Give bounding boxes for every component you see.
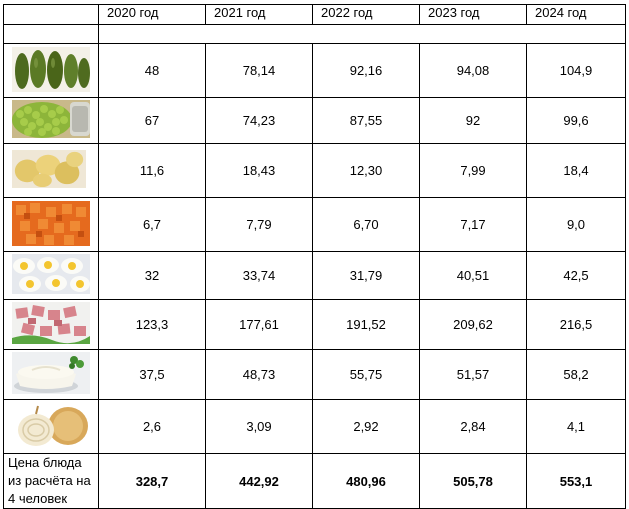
value-cell: 177,61 (205, 299, 313, 350)
header-2020: 2020 год (98, 4, 206, 25)
table-row: 123,3 177,61 191,52 209,62 216,5 (3, 299, 626, 350)
value-cell: 42,5 (526, 251, 626, 300)
total-value: 505,78 (419, 453, 527, 509)
image-cell (3, 349, 99, 400)
value-cell: 7,79 (205, 197, 313, 252)
image-cell (3, 197, 99, 252)
value-cell: 37,5 (98, 349, 206, 400)
value-cell: 40,51 (419, 251, 527, 300)
pickles-icon (12, 46, 90, 92)
price-table: 2020 год 2021 год 2022 год 2023 год 2024… (3, 4, 626, 509)
image-cell (3, 299, 99, 350)
value-cell: 58,2 (526, 349, 626, 400)
value-cell: 123,3 (98, 299, 206, 350)
value-cell: 55,75 (312, 349, 420, 400)
total-label: Цена блюда из расчёта на 4 человек (3, 453, 99, 509)
table-row: 6,7 7,79 6,70 7,17 9,0 (3, 197, 626, 252)
table-row: 67 74,23 87,55 92 99,6 (3, 97, 626, 144)
value-cell: 67 (98, 97, 206, 144)
image-cell (3, 399, 99, 454)
value-cell: 4,1 (526, 399, 626, 454)
value-cell: 94,08 (419, 43, 527, 98)
carrots-icon (12, 200, 90, 246)
spacer-row (3, 24, 626, 44)
value-cell: 99,6 (526, 97, 626, 144)
table-row: 32 33,74 31,79 40,51 42,5 (3, 251, 626, 300)
header-2021: 2021 год (205, 4, 313, 25)
potatoes-icon (12, 150, 86, 188)
value-cell: 9,0 (526, 197, 626, 252)
total-row: Цена блюда из расчёта на 4 человек 328,7… (3, 453, 626, 509)
sausage-icon (12, 302, 90, 344)
value-cell: 7,17 (419, 197, 527, 252)
green-peas-icon (12, 100, 90, 138)
table-row: 2,6 3,09 2,92 2,84 4,1 (3, 399, 626, 454)
total-value: 553,1 (526, 453, 626, 509)
value-cell: 31,79 (312, 251, 420, 300)
image-cell (3, 143, 99, 198)
value-cell: 18,4 (526, 143, 626, 198)
total-value: 328,7 (98, 453, 206, 509)
value-cell: 33,74 (205, 251, 313, 300)
value-cell: 2,6 (98, 399, 206, 454)
total-value: 442,92 (205, 453, 313, 509)
value-cell: 92,16 (312, 43, 420, 98)
value-cell: 6,7 (98, 197, 206, 252)
onion-icon (12, 402, 90, 448)
value-cell: 48 (98, 43, 206, 98)
header-2022: 2022 год (312, 4, 420, 25)
value-cell: 18,43 (205, 143, 313, 198)
image-cell (3, 43, 99, 98)
total-value: 480,96 (312, 453, 420, 509)
image-cell (3, 251, 99, 300)
value-cell: 12,30 (312, 143, 420, 198)
value-cell: 2,84 (419, 399, 527, 454)
value-cell: 32 (98, 251, 206, 300)
table-row: 11,6 18,43 12,30 7,99 18,4 (3, 143, 626, 198)
value-cell: 51,57 (419, 349, 527, 400)
value-cell: 104,9 (526, 43, 626, 98)
value-cell: 209,62 (419, 299, 527, 350)
value-cell: 48,73 (205, 349, 313, 400)
table-row: 48 78,14 92,16 94,08 104,9 (3, 43, 626, 98)
value-cell: 2,92 (312, 399, 420, 454)
header-empty-cell (3, 4, 99, 25)
spacer-wide-cell (98, 24, 626, 44)
mayonnaise-icon (12, 352, 90, 394)
eggs-icon (12, 254, 90, 294)
value-cell: 216,5 (526, 299, 626, 350)
value-cell: 78,14 (205, 43, 313, 98)
image-cell (3, 97, 99, 144)
value-cell: 3,09 (205, 399, 313, 454)
value-cell: 6,70 (312, 197, 420, 252)
header-2024: 2024 год (526, 4, 626, 25)
table-row: 37,5 48,73 55,75 51,57 58,2 (3, 349, 626, 400)
header-2023: 2023 год (419, 4, 527, 25)
header-row: 2020 год 2021 год 2022 год 2023 год 2024… (3, 4, 626, 25)
value-cell: 87,55 (312, 97, 420, 144)
spacer-cell (3, 24, 99, 44)
value-cell: 92 (419, 97, 527, 144)
value-cell: 74,23 (205, 97, 313, 144)
value-cell: 7,99 (419, 143, 527, 198)
value-cell: 191,52 (312, 299, 420, 350)
value-cell: 11,6 (98, 143, 206, 198)
